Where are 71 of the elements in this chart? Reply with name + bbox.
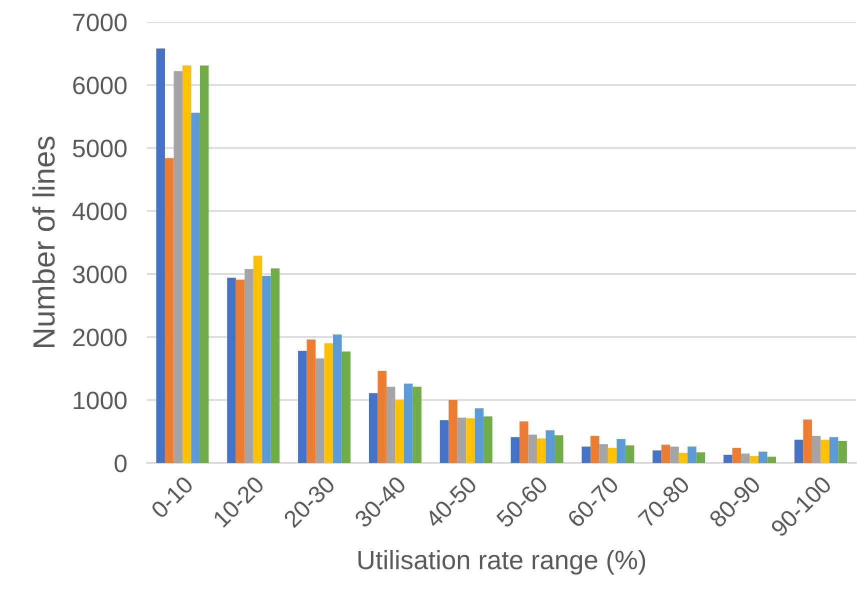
y-tick-label: 7000 xyxy=(73,14,127,32)
bar xyxy=(164,158,174,463)
bar xyxy=(546,430,555,463)
bar xyxy=(182,65,192,463)
bar xyxy=(298,350,307,463)
y-tick-label: 1000 xyxy=(74,392,127,410)
bar xyxy=(582,446,590,463)
bar xyxy=(688,446,696,463)
bar xyxy=(820,440,830,463)
bar xyxy=(625,445,634,463)
bar xyxy=(794,440,804,463)
bar xyxy=(342,351,351,463)
bar xyxy=(368,393,378,463)
bar xyxy=(412,386,422,463)
bar xyxy=(724,454,732,463)
bar xyxy=(316,358,324,463)
bar xyxy=(333,334,342,463)
y-tick-label: 3000 xyxy=(72,266,127,284)
bar xyxy=(262,276,271,463)
bar xyxy=(448,400,458,463)
bar xyxy=(829,437,838,463)
bar xyxy=(200,65,209,463)
bar xyxy=(253,256,262,463)
bar xyxy=(510,437,520,463)
y-axis-title: Number of lines xyxy=(32,136,55,347)
y-tick-label: 5000 xyxy=(72,140,127,158)
bar xyxy=(244,268,254,463)
bar xyxy=(270,268,280,463)
bar xyxy=(838,440,847,463)
bar xyxy=(395,400,404,463)
bar xyxy=(696,452,706,463)
bar xyxy=(590,436,600,463)
x-axis-title: Utilisation rate range (%) xyxy=(358,550,646,575)
bar xyxy=(404,384,413,463)
bar xyxy=(174,71,182,463)
bar xyxy=(537,438,546,463)
bar xyxy=(378,371,386,463)
bar xyxy=(599,444,608,463)
x-tick-label: 0-10 xyxy=(150,475,194,520)
bar xyxy=(236,280,245,463)
bar xyxy=(652,450,662,463)
bar xyxy=(386,386,396,463)
bar xyxy=(528,434,538,463)
bar xyxy=(616,439,626,463)
bar xyxy=(750,456,759,463)
y-tick-label: 2000 xyxy=(73,328,127,346)
bar xyxy=(156,48,165,463)
bar xyxy=(767,456,776,463)
bar xyxy=(306,340,316,463)
bar xyxy=(732,448,742,463)
bar xyxy=(484,416,492,463)
bar xyxy=(191,112,200,463)
bar xyxy=(670,446,679,463)
bar xyxy=(457,418,466,463)
bar xyxy=(661,444,670,463)
y-tick-label: 6000 xyxy=(73,76,127,94)
bar xyxy=(324,343,334,463)
bar xyxy=(520,421,528,463)
bar xyxy=(678,452,688,463)
bar xyxy=(466,418,475,463)
bar xyxy=(741,454,750,463)
bar xyxy=(474,408,484,463)
bar xyxy=(812,436,821,463)
bar xyxy=(440,420,449,463)
bar xyxy=(803,420,812,463)
bar xyxy=(554,435,564,463)
y-tick-label: 4000 xyxy=(72,202,127,220)
bar xyxy=(227,278,236,463)
bar xyxy=(608,448,617,463)
y-tick-label: 0 xyxy=(114,454,127,472)
bar xyxy=(758,452,768,463)
